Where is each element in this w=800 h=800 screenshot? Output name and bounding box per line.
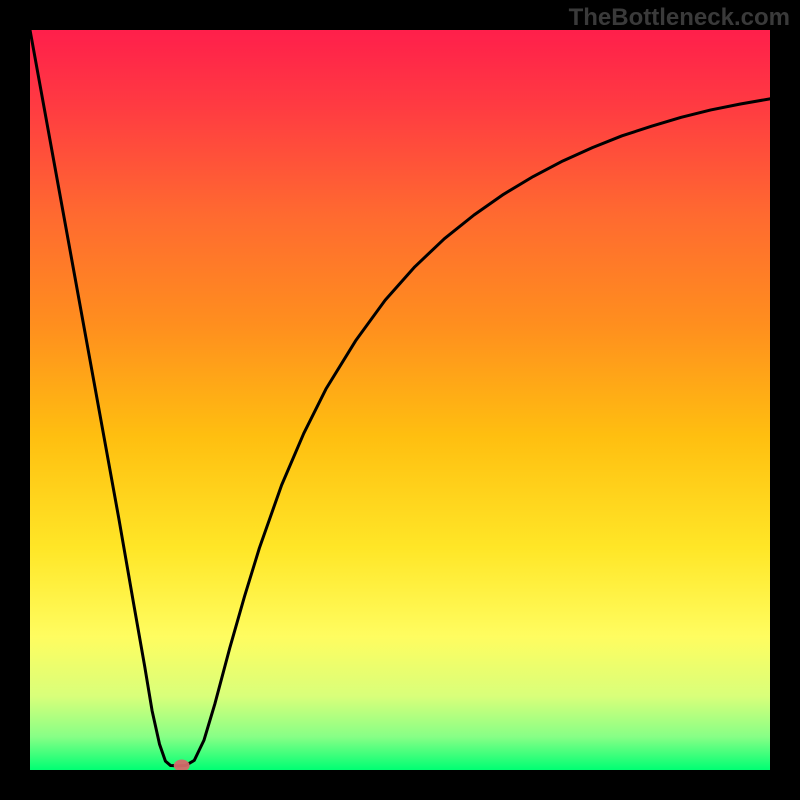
bottleneck-curve [30,30,770,770]
watermark-label: TheBottleneck.com [569,4,790,32]
minimum-marker [174,760,190,770]
chart-frame: TheBottleneck.com [0,0,800,800]
plot-area [30,30,770,770]
